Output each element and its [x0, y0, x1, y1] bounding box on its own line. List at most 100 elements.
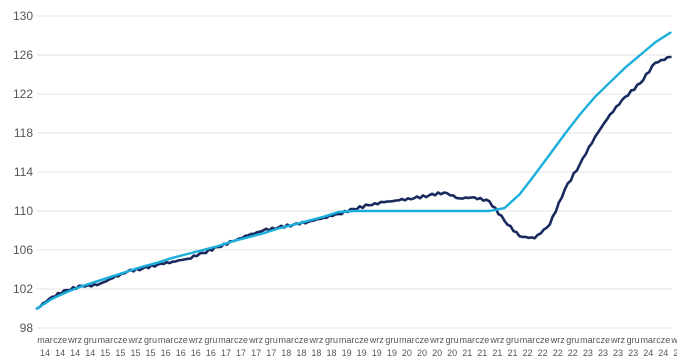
x-tick-label: cze 17 [234, 335, 248, 358]
x-tick-year: 22 [553, 348, 563, 358]
x-tick-label: gru 16 [204, 335, 217, 358]
y-tick-label: 106 [13, 243, 33, 257]
x-tick-month: wrz [308, 335, 323, 345]
x-tick-month: mar [218, 335, 234, 345]
x-tick-label: wrz 14 [67, 335, 82, 358]
x-tick-month: cze [113, 335, 127, 345]
x-tick-year: 20 [417, 348, 427, 358]
x-tick-label: gru 19 [385, 335, 398, 358]
x-tick-month: wrz [67, 335, 82, 345]
x-tick-label: cze 14 [53, 335, 67, 358]
x-tick-month: gru [144, 335, 157, 345]
x-tick-year: 16 [161, 348, 171, 358]
x-tick-year: 23 [598, 348, 608, 358]
x-tick-month: cze [53, 335, 67, 345]
x-tick-month: wrz [248, 335, 263, 345]
y-tick-label: 130 [13, 9, 33, 23]
x-tick-month: gru [325, 335, 338, 345]
x-tick-label: cze 21 [475, 335, 489, 358]
x-tick-label: mar 16 [158, 335, 174, 358]
x-tick-label: cze 23 [596, 335, 610, 358]
x-tick-year: 14 [40, 348, 50, 358]
x-tick-month: cze [596, 335, 610, 345]
x-tick-year: 14 [85, 348, 95, 358]
x-tick-label: gru 17 [265, 335, 278, 358]
x-tick-month: cze [174, 335, 188, 345]
x-tick-year: 24 [643, 348, 653, 358]
x-tick-year: 23 [628, 348, 638, 358]
x-tick-label: mar 14 [37, 335, 53, 358]
x-tick-label: gru 15 [144, 335, 157, 358]
x-tick-year: 19 [372, 348, 382, 358]
y-tick-label: 122 [13, 87, 33, 101]
x-tick-year: 19 [342, 348, 352, 358]
x-tick-label: mar 18 [279, 335, 295, 358]
x-tick-label: mar 22 [520, 335, 536, 358]
x-tick-label: cze 19 [355, 335, 369, 358]
x-tick-label: wrz 21 [489, 335, 504, 358]
x-tick-month: wrz [369, 335, 384, 345]
x-tick-label: wrz 15 [127, 335, 142, 358]
x-tick-month: gru [506, 335, 519, 345]
x-tick-month: cze [415, 335, 429, 345]
x-tick-month: cze [475, 335, 489, 345]
x-tick-month: wrz [429, 335, 444, 345]
x-tick-month: mar [158, 335, 174, 345]
x-tick-year: 14 [70, 348, 80, 358]
x-tick-label: cze 24 [656, 335, 670, 358]
x-tick-month: mar [520, 335, 536, 345]
x-tick-label: mar 20 [399, 335, 415, 358]
x-tick-label: wrz 16 [188, 335, 203, 358]
x-tick-year: 17 [251, 348, 261, 358]
x-tick-label: wrz 24 [670, 335, 677, 358]
x-tick-month: cze [355, 335, 369, 345]
x-tick-year: 24 [658, 348, 668, 358]
x-tick-year: 15 [100, 348, 110, 358]
x-tick-month: wrz [670, 335, 677, 345]
x-tick-label: cze 22 [536, 335, 550, 358]
x-tick-month: gru [265, 335, 278, 345]
x-tick-year: 20 [447, 348, 457, 358]
x-tick-label: wrz 23 [610, 335, 625, 358]
x-tick-month: mar [98, 335, 114, 345]
x-axis-tick-labels: mar14cze14wrz14gru14mar15cze15wrz15gru15… [37, 335, 677, 358]
x-tick-year: 15 [130, 348, 140, 358]
x-tick-year: 18 [327, 348, 337, 358]
x-tick-year: 17 [236, 348, 246, 358]
x-tick-year: 16 [176, 348, 186, 358]
x-tick-label: cze 20 [415, 335, 429, 358]
x-tick-month: mar [640, 335, 656, 345]
x-tick-year: 23 [613, 348, 623, 358]
x-tick-year: 14 [55, 348, 65, 358]
x-tick-label: mar 17 [218, 335, 234, 358]
x-tick-label: mar 24 [640, 335, 656, 358]
x-tick-label: cze 18 [294, 335, 308, 358]
x-tick-year: 17 [221, 348, 231, 358]
x-tick-label: wrz 18 [308, 335, 323, 358]
x-tick-month: mar [37, 335, 53, 345]
x-tick-year: 22 [568, 348, 578, 358]
y-tick-label: 114 [14, 165, 33, 179]
x-tick-label: cze 16 [174, 335, 188, 358]
x-tick-label: gru 20 [446, 335, 459, 358]
x-tick-month: gru [566, 335, 579, 345]
x-tick-month: mar [580, 335, 596, 345]
x-tick-year: 21 [462, 348, 472, 358]
x-tick-year: 21 [507, 348, 517, 358]
x-tick-year: 17 [266, 348, 276, 358]
x-tick-month: gru [446, 335, 459, 345]
x-tick-label: cze 15 [113, 335, 127, 358]
x-tick-label: gru 23 [627, 335, 640, 358]
x-tick-year: 22 [523, 348, 533, 358]
x-tick-year: 15 [146, 348, 156, 358]
x-tick-year: 16 [191, 348, 201, 358]
x-tick-year: 18 [296, 348, 306, 358]
x-tick-month: cze [536, 335, 550, 345]
x-tick-year: 15 [115, 348, 125, 358]
x-tick-month: gru [84, 335, 97, 345]
x-tick-label: mar 19 [339, 335, 355, 358]
gridlines [37, 15, 672, 329]
x-tick-month: gru [204, 335, 217, 345]
x-tick-year: 16 [206, 348, 216, 358]
x-tick-month: cze [656, 335, 670, 345]
